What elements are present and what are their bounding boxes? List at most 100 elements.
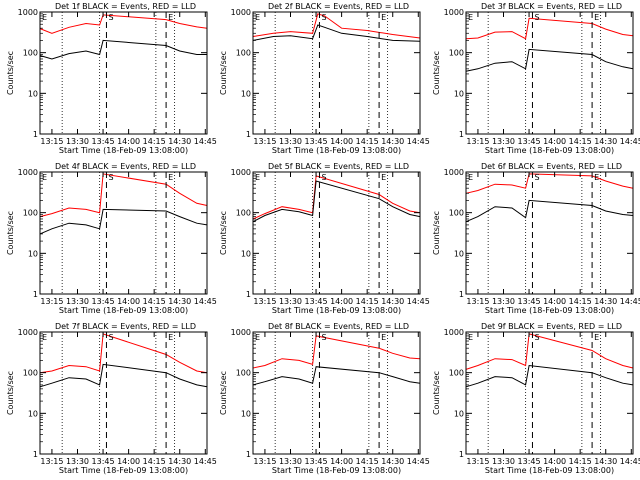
- y-tick-label: 1: [33, 130, 38, 139]
- marker-label: E: [381, 173, 386, 182]
- x-tick-label: 13:30: [66, 137, 89, 146]
- marker-label: E: [42, 13, 47, 22]
- x-axis-label: Start Time (18-Feb-09 13:08:00): [272, 306, 401, 315]
- x-tick-label: 13:45: [92, 457, 115, 466]
- marker-label: S: [321, 13, 326, 22]
- x-tick-label: 14:00: [543, 297, 566, 306]
- series-line-lld: [465, 17, 634, 40]
- chart-title: Det 7f BLACK = Events, RED = LLD: [55, 322, 196, 331]
- x-tick-label: 14:30: [168, 457, 191, 466]
- x-tick-label: 13:30: [66, 457, 89, 466]
- x-tick-label: 14:45: [194, 137, 217, 146]
- x-tick-label: 14:00: [543, 137, 566, 146]
- marker-label: E: [594, 173, 599, 182]
- y-tick-label: 100: [449, 49, 464, 58]
- x-axis-label: Start Time (18-Feb-09 13:08:00): [59, 146, 188, 155]
- plot-frame: [465, 11, 634, 135]
- marker-label: S: [534, 173, 539, 182]
- y-tick-label: 100: [23, 209, 38, 218]
- x-tick-label: 14:30: [594, 457, 617, 466]
- chart-title: Det 6f BLACK = Events, RED = LLD: [481, 162, 622, 171]
- y-tick-label: 1: [459, 130, 464, 139]
- y-tick-label: 1000: [444, 328, 464, 337]
- plot-frame: [252, 11, 421, 135]
- plot-frame: [39, 11, 208, 135]
- y-axis-label: Counts/sec: [219, 211, 228, 255]
- x-tick-label: 13:15: [253, 457, 276, 466]
- x-tick-label: 14:15: [356, 297, 379, 306]
- y-tick-label: 100: [236, 49, 251, 58]
- x-tick-label: 13:45: [305, 137, 328, 146]
- x-tick-label: 13:30: [279, 457, 302, 466]
- marker-label: E: [42, 333, 47, 342]
- y-tick-label: 100: [23, 369, 38, 378]
- y-tick-label: 1: [459, 450, 464, 459]
- chart-title: Det 3f BLACK = Events, RED = LLD: [481, 2, 622, 11]
- y-tick-label: 1: [246, 450, 251, 459]
- series-line-lld: [39, 14, 208, 34]
- chart-panel-1: Det 1f BLACK = Events, RED = LLD E S E 1 10 10…: [6, 2, 217, 155]
- y-tick-label: 100: [236, 369, 251, 378]
- x-tick-label: 13:15: [466, 137, 489, 146]
- chart-panel-2: Det 2f BLACK = Events, RED = LLD E S E 1 10 10…: [219, 2, 430, 155]
- x-tick-label: 14:15: [569, 137, 592, 146]
- y-tick-label: 1000: [18, 168, 38, 177]
- y-tick-label: 10: [28, 249, 38, 258]
- y-tick-label: 1: [246, 130, 251, 139]
- x-tick-label: 13:30: [66, 297, 89, 306]
- y-tick-label: 10: [28, 409, 38, 418]
- x-tick-label: 13:15: [466, 457, 489, 466]
- marker-label: E: [255, 173, 260, 182]
- series-line-lld: [39, 173, 208, 218]
- x-tick-label: 14:15: [143, 457, 166, 466]
- series-line-lld: [252, 335, 421, 369]
- y-tick-label: 10: [454, 249, 464, 258]
- plot-frame: [252, 331, 421, 455]
- x-tick-label: 14:15: [569, 457, 592, 466]
- x-tick-label: 14:45: [620, 297, 640, 306]
- marker-label: E: [381, 333, 386, 342]
- x-tick-label: 13:15: [466, 297, 489, 306]
- x-tick-label: 14:30: [594, 297, 617, 306]
- x-axis-label: Start Time (18-Feb-09 13:08:00): [272, 466, 401, 475]
- x-tick-label: 13:45: [305, 457, 328, 466]
- series-line-events: [252, 366, 421, 386]
- x-tick-label: 14:45: [407, 457, 430, 466]
- y-tick-label: 100: [236, 209, 251, 218]
- series-line-lld: [252, 175, 421, 220]
- series-line-events: [465, 48, 634, 72]
- chart-panel-5: Det 5f BLACK = Events, RED = LLD E S E 1 10 10…: [219, 162, 430, 315]
- marker-label: E: [255, 333, 260, 342]
- x-axis-label: Start Time (18-Feb-09 13:08:00): [485, 306, 614, 315]
- x-tick-label: 13:15: [253, 137, 276, 146]
- series-line-lld: [252, 13, 421, 39]
- series-line-lld: [39, 333, 208, 374]
- y-tick-label: 1000: [18, 8, 38, 17]
- x-tick-label: 14:00: [117, 457, 140, 466]
- plot-frame: [465, 331, 634, 455]
- series-line-events: [465, 364, 634, 388]
- series-line-lld: [465, 173, 634, 194]
- marker-label: E: [594, 13, 599, 22]
- marker-label: E: [468, 13, 473, 22]
- chart-panel-8: Det 8f BLACK = Events, RED = LLD E S E 1 10 10…: [219, 322, 430, 475]
- x-tick-label: 14:00: [543, 457, 566, 466]
- x-tick-label: 14:00: [330, 297, 353, 306]
- series-line-lld: [465, 333, 634, 370]
- x-tick-label: 14:00: [330, 457, 353, 466]
- x-axis-label: Start Time (18-Feb-09 13:08:00): [59, 306, 188, 315]
- y-tick-label: 1000: [18, 328, 38, 337]
- x-tick-label: 14:00: [330, 137, 353, 146]
- x-axis-label: Start Time (18-Feb-09 13:08:00): [272, 146, 401, 155]
- x-axis-label: Start Time (18-Feb-09 13:08:00): [59, 466, 188, 475]
- x-tick-label: 13:45: [92, 297, 115, 306]
- plot-frame: [39, 331, 208, 455]
- x-tick-label: 14:30: [381, 297, 404, 306]
- x-tick-label: 14:45: [620, 457, 640, 466]
- plot-frame: [252, 171, 421, 295]
- x-tick-label: 14:15: [356, 457, 379, 466]
- y-axis-label: Counts/sec: [432, 371, 441, 415]
- x-tick-label: 14:00: [117, 137, 140, 146]
- x-tick-label: 14:15: [356, 137, 379, 146]
